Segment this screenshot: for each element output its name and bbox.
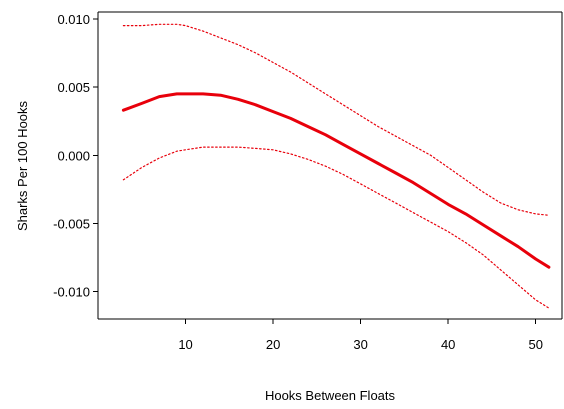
series-lower-line [122,146,550,309]
x-tick-label: 30 [353,337,367,352]
x-tick-label: 40 [441,337,455,352]
x-tick-label: 20 [266,337,280,352]
series-upper-line [122,23,550,216]
x-axis-title: Hooks Between Floats [265,388,396,403]
y-tick-label: 0.000 [57,148,90,163]
y-tick-label: 0.010 [57,12,90,27]
series-layer [121,23,551,309]
x-ticks: 10 20 30 40 50 [178,319,543,352]
y-tick-label: 0.005 [57,80,90,95]
y-tick-label: -0.010 [53,285,90,300]
series-fit-line [121,92,551,269]
x-tick-label: 50 [529,337,543,352]
y-axis-title: Sharks Per 100 Hooks [15,100,30,231]
x-tick-label: 10 [178,337,192,352]
y-tick-label: -0.005 [53,216,90,231]
y-ticks: -0.010 -0.005 0.000 0.005 0.010 [53,12,98,300]
